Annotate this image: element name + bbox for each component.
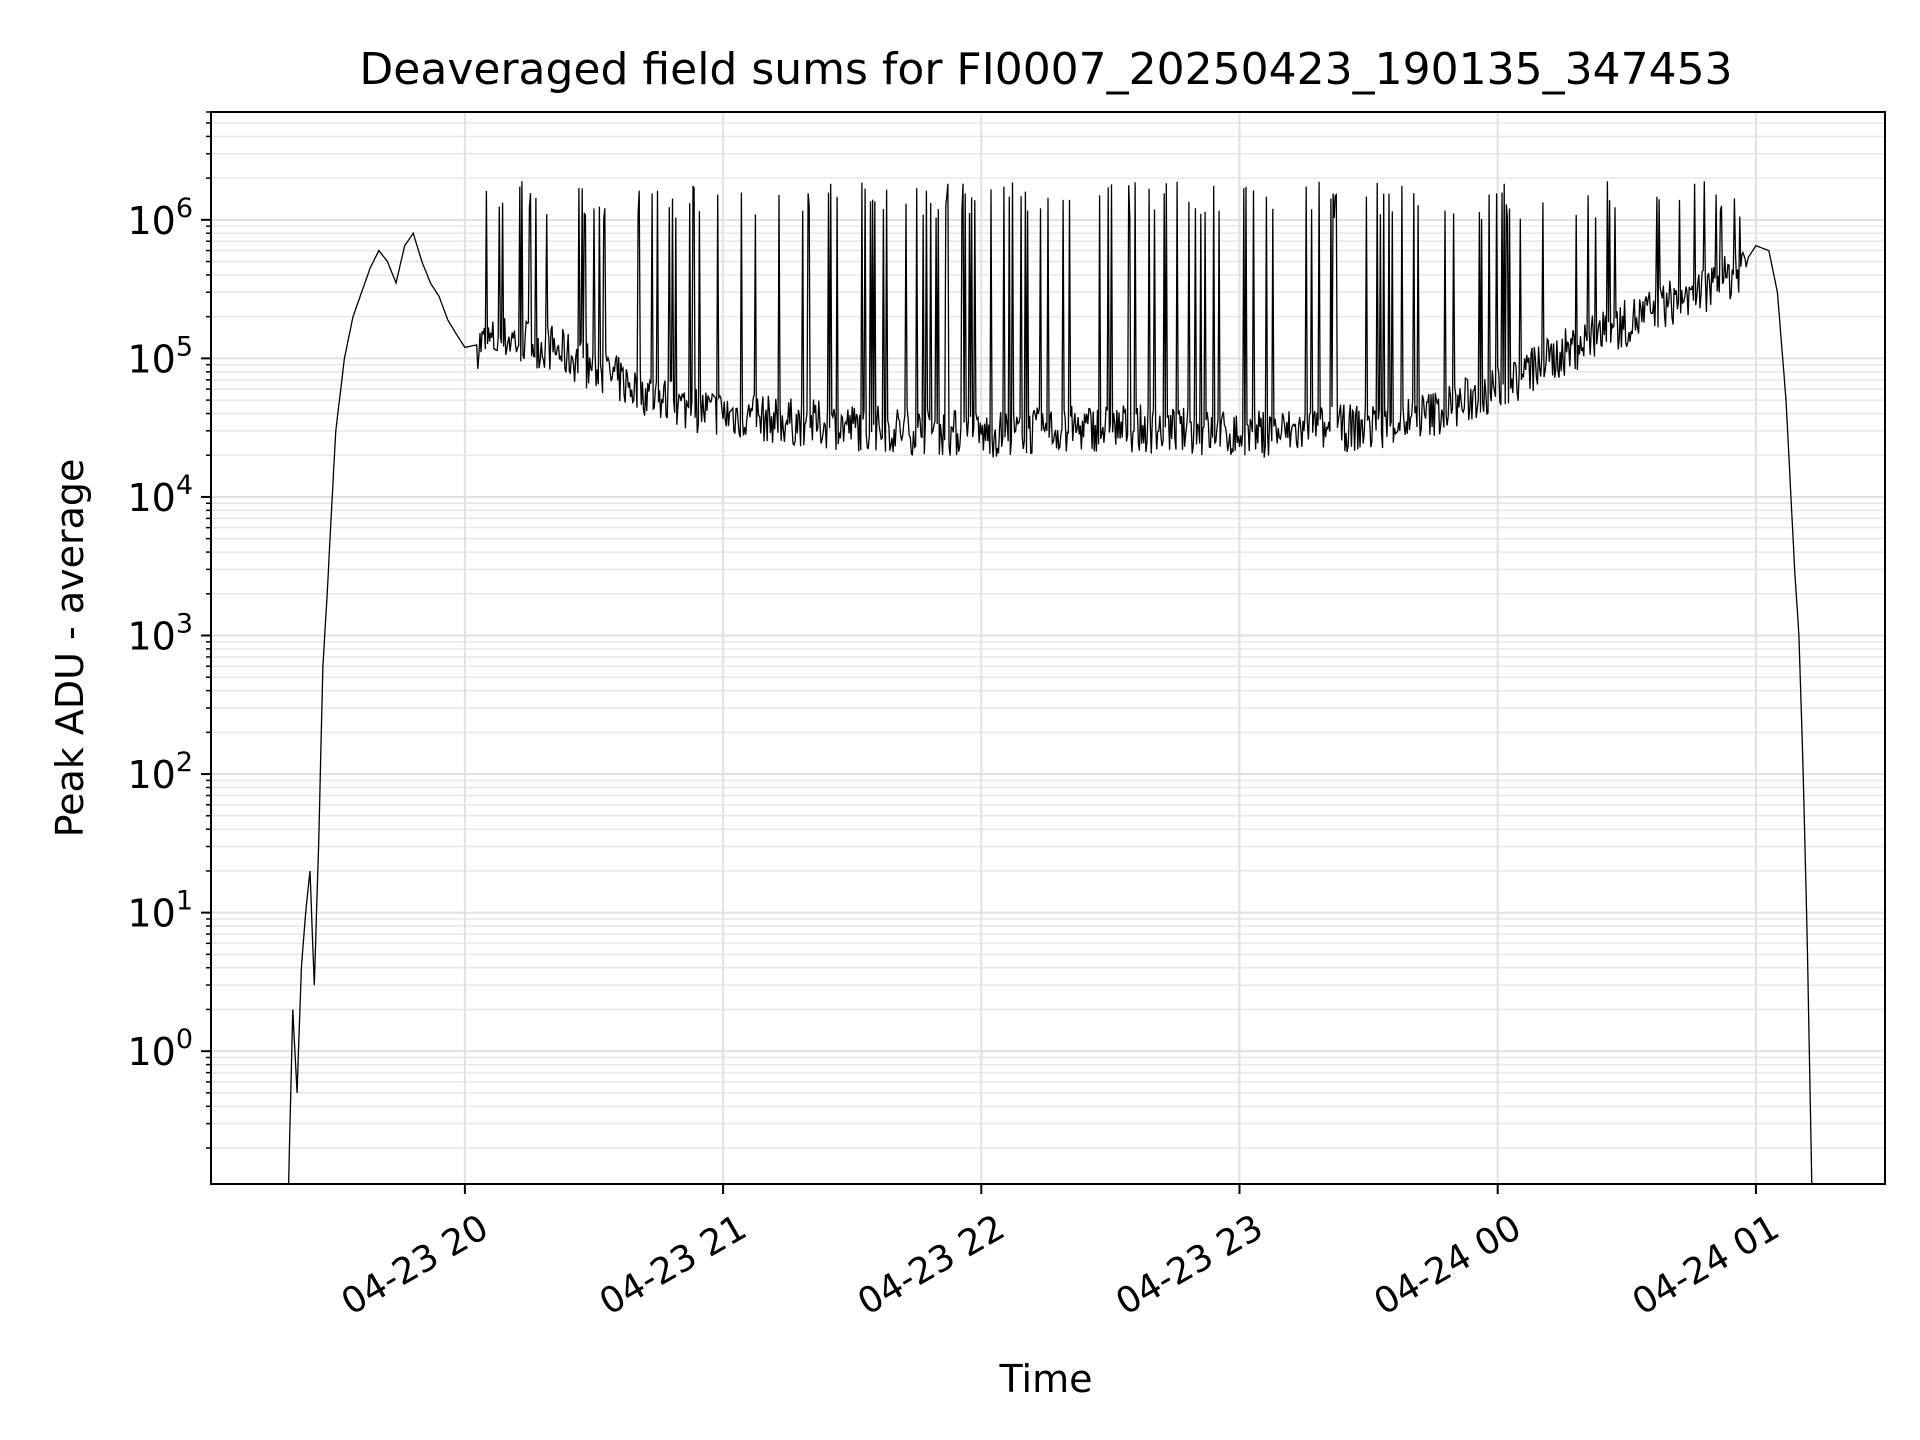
plot-frame	[210, 111, 1886, 1185]
y-tick-label: 101	[127, 886, 193, 936]
x-axis-label: Time	[999, 1357, 1093, 1401]
y-tick-label: 102	[127, 747, 193, 797]
y-tick-label: 100	[127, 1024, 193, 1074]
y-tick-label: 105	[127, 331, 193, 381]
y-axis-ticks: 100 101 102 103 104 105 106	[127, 111, 211, 1149]
y-axis-label: Peak ADU - average	[48, 459, 92, 838]
data-series	[287, 181, 1813, 1184]
series-line	[287, 181, 1813, 1184]
y-tick-label: 106	[127, 193, 193, 243]
chart-title: Deaveraged field sums for FI0007_2025042…	[359, 44, 1732, 95]
major-gridlines	[211, 112, 1885, 1184]
y-tick-label: 104	[127, 470, 193, 520]
y-tick-label: 103	[127, 608, 193, 658]
